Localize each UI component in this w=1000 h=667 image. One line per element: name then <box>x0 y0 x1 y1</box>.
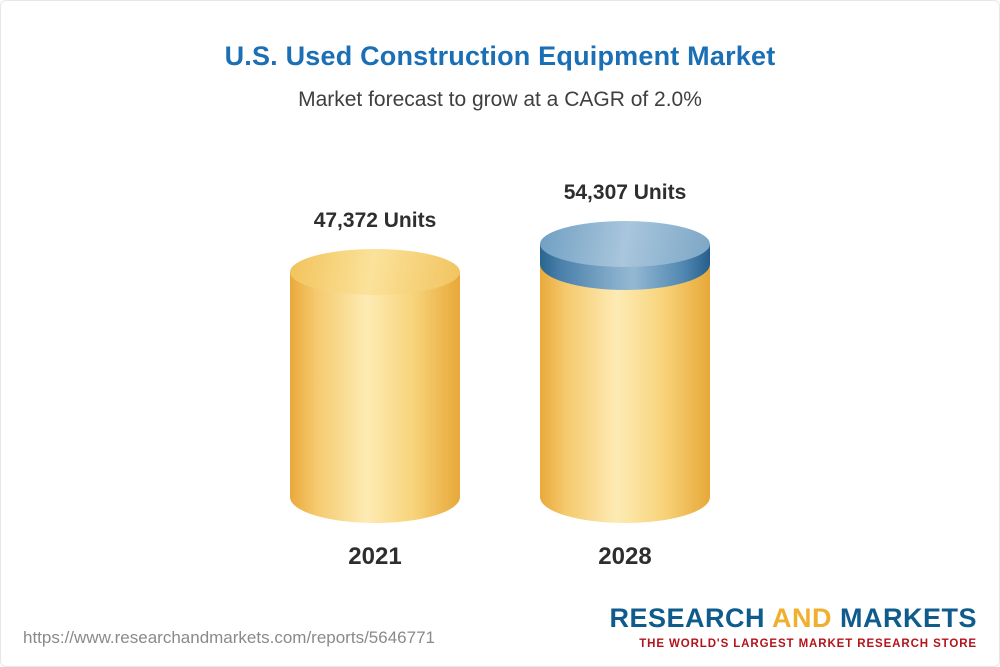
logo-word-and: AND <box>771 603 832 633</box>
year-label-2021: 2021 <box>348 543 402 570</box>
research-and-markets-logo[interactable]: RESEARCH AND MARKETS THE WORLD'S LARGEST… <box>609 603 977 650</box>
logo-wordmark: RESEARCH AND MARKETS <box>609 603 977 634</box>
cylinder-top-icon <box>290 249 460 295</box>
cylinder-2021 <box>290 249 460 523</box>
logo-word-research: RESEARCH <box>609 603 765 633</box>
footer: https://www.researchandmarkets.com/repor… <box>1 603 999 666</box>
value-label-2028: 54,307 Units <box>563 181 687 204</box>
cylinder-body-icon <box>540 244 710 523</box>
bar-group-2028: 54,307 Units 2028 <box>540 181 710 571</box>
logo-word-markets: MARKETS <box>840 603 977 633</box>
bar-group-2021: 47,372 Units 2021 <box>290 209 460 571</box>
chart-title: U.S. Used Construction Equipment Market <box>224 41 776 71</box>
chart-subtitle: Market forecast to grow at a CAGR of 2.0… <box>298 88 702 111</box>
source-url[interactable]: https://www.researchandmarkets.com/repor… <box>23 628 435 647</box>
cylinder-body-icon <box>290 272 460 523</box>
year-label-2028: 2028 <box>598 543 652 570</box>
logo-tagline: THE WORLD'S LARGEST MARKET RESEARCH STOR… <box>639 638 977 650</box>
plot-area: 47,372 Units 2021 54,307 Units 2028 <box>1 151 999 571</box>
cylinder-2028 <box>540 221 710 523</box>
value-label-2021: 47,372 Units <box>313 209 437 232</box>
chart-header: U.S. Used Construction Equipment Market … <box>1 1 999 112</box>
growth-cap-top-icon <box>540 221 710 267</box>
